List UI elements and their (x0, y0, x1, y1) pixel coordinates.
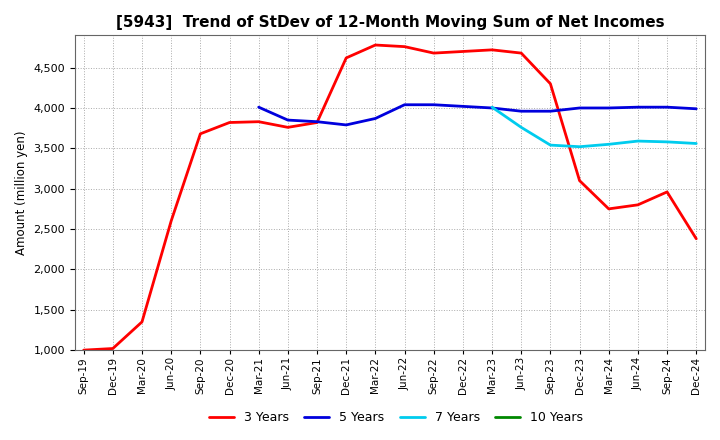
3 Years (429, 51, 438, 56)
3 Years (138, 319, 146, 325)
3 Years (254, 119, 263, 125)
Line: 5 Years: 5 Years (258, 105, 696, 125)
5 Years (400, 102, 409, 107)
5 Years (459, 104, 467, 109)
5 Years (662, 105, 671, 110)
3 Years (692, 236, 701, 242)
3 Years (604, 206, 613, 212)
3 Years (459, 49, 467, 54)
7 Years (487, 105, 496, 110)
3 Years (575, 178, 584, 183)
5 Years (312, 119, 321, 125)
7 Years (604, 142, 613, 147)
5 Years (575, 105, 584, 110)
3 Years (371, 42, 379, 48)
7 Years (634, 139, 642, 144)
5 Years (284, 117, 292, 123)
5 Years (604, 105, 613, 110)
3 Years (284, 125, 292, 130)
Line: 7 Years: 7 Years (492, 107, 696, 147)
5 Years (429, 102, 438, 107)
3 Years (167, 218, 176, 224)
5 Years (371, 116, 379, 121)
5 Years (517, 109, 526, 114)
5 Years (546, 109, 554, 114)
3 Years (662, 189, 671, 194)
3 Years (634, 202, 642, 208)
5 Years (487, 105, 496, 110)
3 Years (79, 348, 88, 353)
3 Years (312, 120, 321, 125)
7 Years (546, 143, 554, 148)
3 Years (546, 81, 554, 86)
Y-axis label: Amount (million yen): Amount (million yen) (15, 131, 28, 255)
Line: 3 Years: 3 Years (84, 45, 696, 350)
5 Years (342, 122, 351, 128)
3 Years (109, 346, 117, 351)
Legend: 3 Years, 5 Years, 7 Years, 10 Years: 3 Years, 5 Years, 7 Years, 10 Years (204, 407, 588, 429)
3 Years (487, 47, 496, 52)
5 Years (692, 106, 701, 111)
3 Years (225, 120, 234, 125)
7 Years (517, 125, 526, 130)
7 Years (662, 139, 671, 144)
3 Years (400, 44, 409, 49)
3 Years (342, 55, 351, 61)
5 Years (254, 105, 263, 110)
Title: [5943]  Trend of StDev of 12-Month Moving Sum of Net Incomes: [5943] Trend of StDev of 12-Month Moving… (116, 15, 665, 30)
7 Years (575, 144, 584, 149)
5 Years (634, 105, 642, 110)
7 Years (692, 141, 701, 146)
3 Years (517, 51, 526, 56)
3 Years (196, 131, 204, 136)
